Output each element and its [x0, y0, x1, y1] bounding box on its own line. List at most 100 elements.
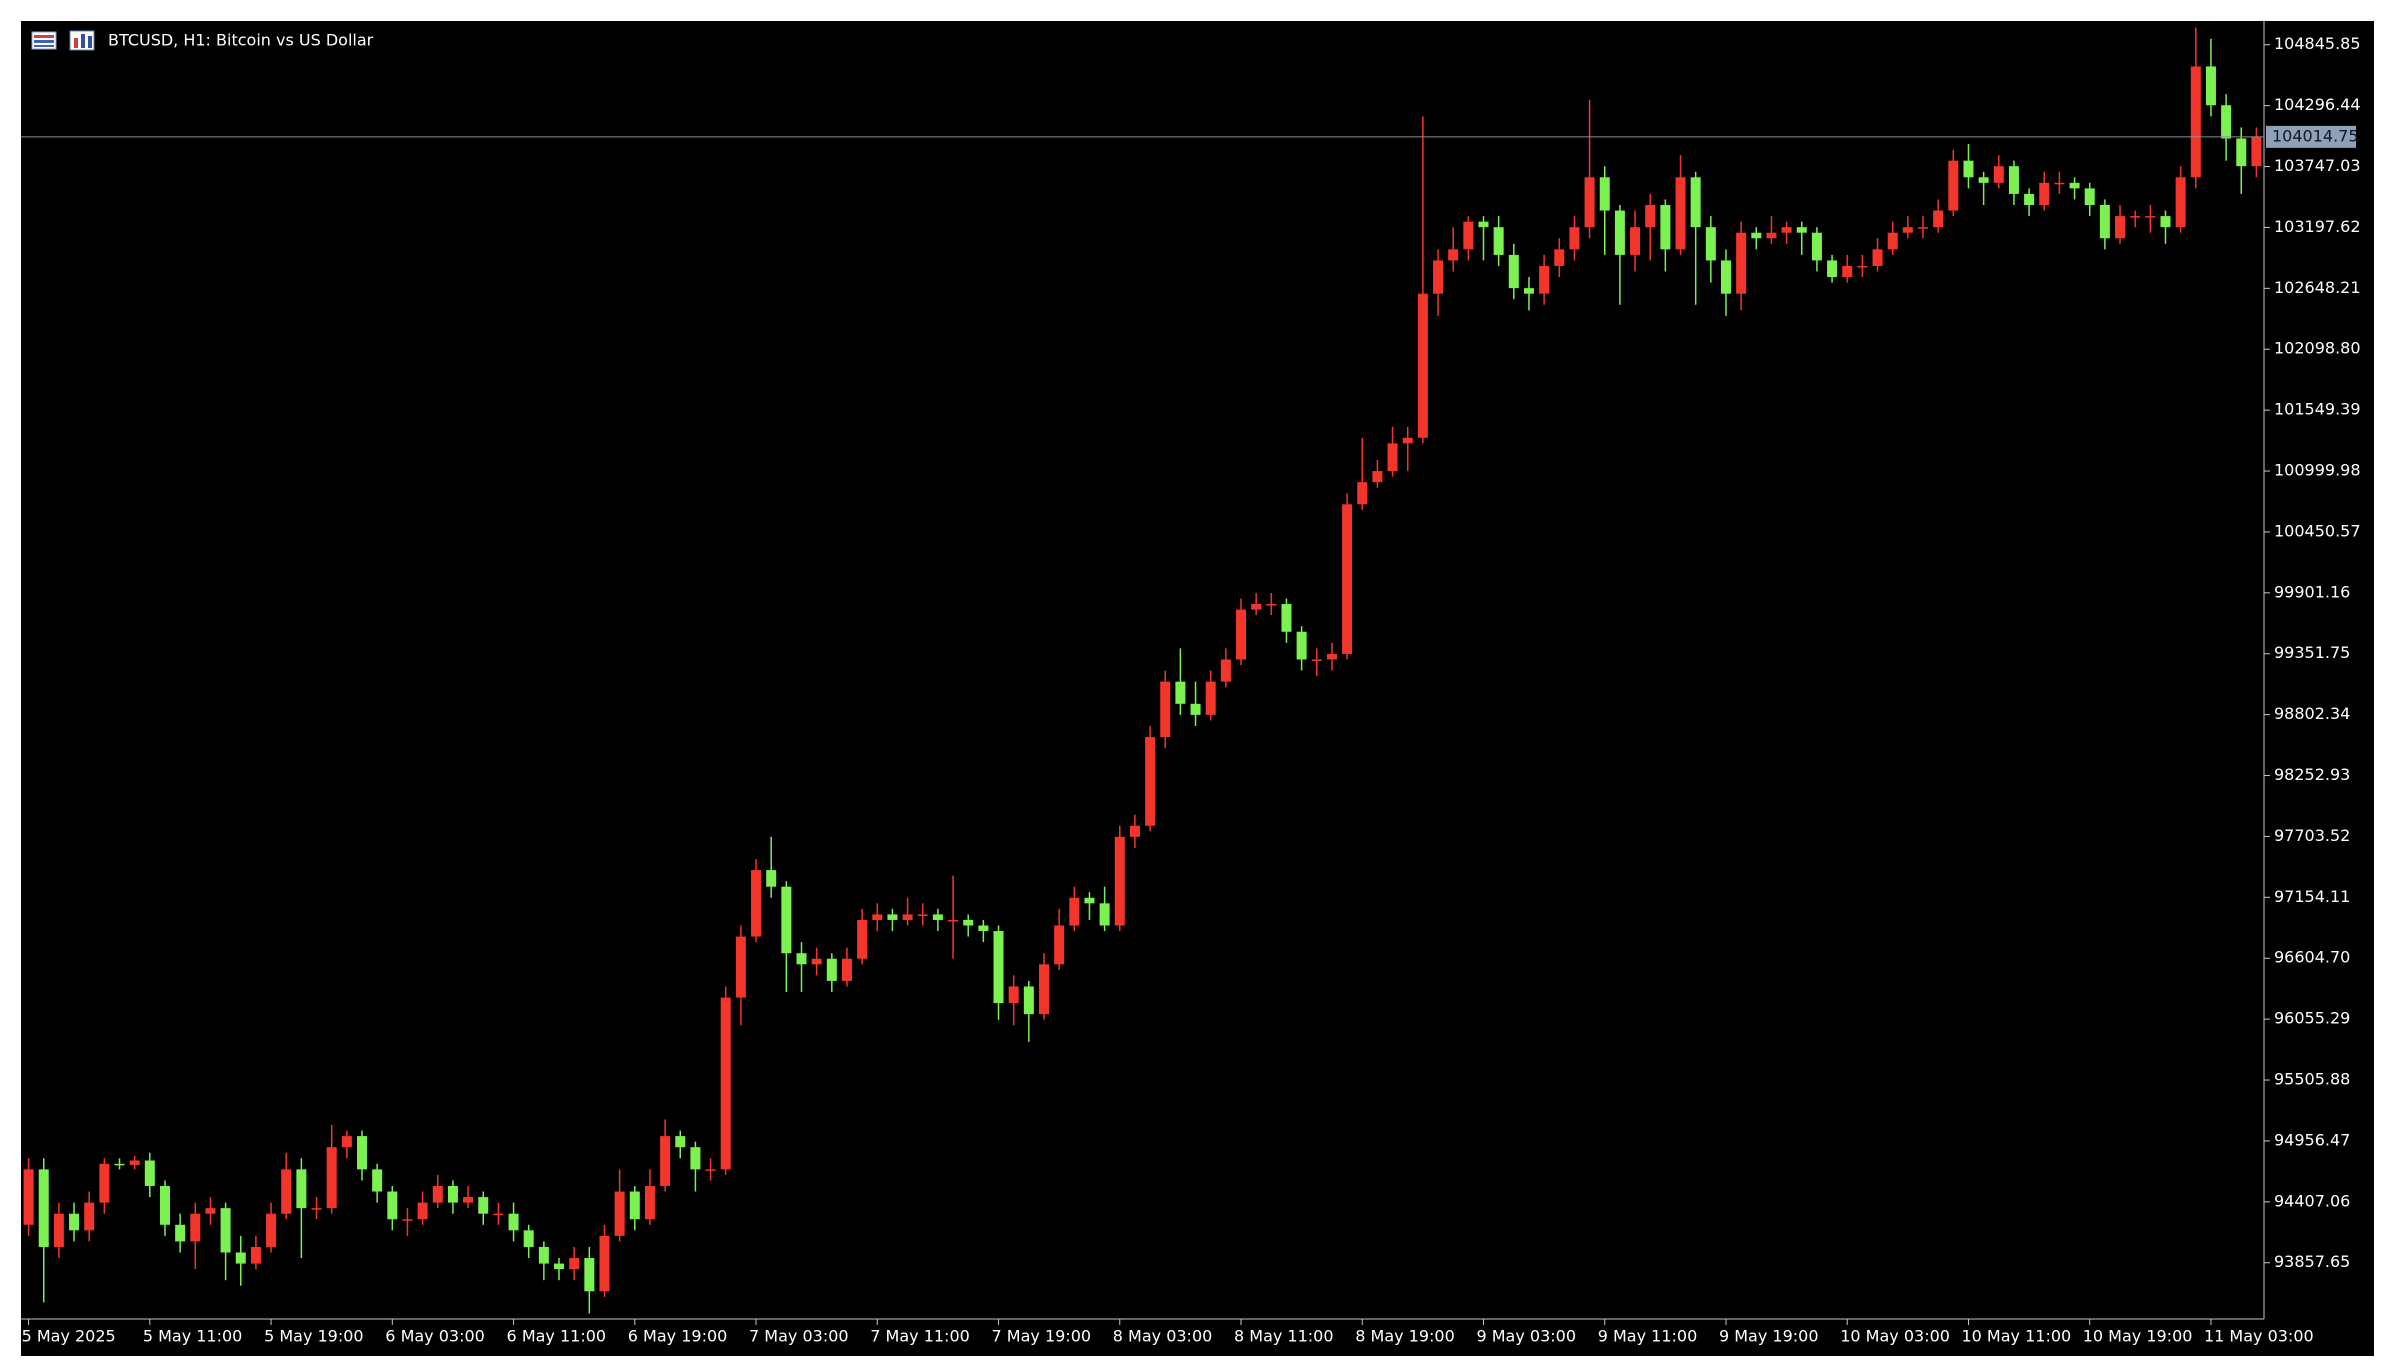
x-tick-label: 10 May 11:00 [1961, 1327, 2071, 1346]
candle-body [402, 1219, 413, 1221]
candle-body [1038, 964, 1049, 1015]
y-tick-label: 104296.44 [2274, 95, 2361, 114]
candle-body [993, 931, 1004, 1004]
candle-body [781, 886, 792, 954]
candle-body [1948, 160, 1959, 211]
candle-body [1463, 221, 1474, 250]
candle-body [38, 1169, 49, 1247]
y-tick-label: 103747.03 [2274, 156, 2361, 175]
symbol-icon[interactable] [69, 30, 95, 51]
x-tick-label: 8 May 19:00 [1355, 1327, 1455, 1346]
candle-body [1660, 205, 1671, 250]
candle-body [1887, 232, 1898, 250]
y-tick-label: 96604.70 [2274, 948, 2350, 967]
y-tick-label: 94407.06 [2274, 1191, 2350, 1210]
candle-body [2069, 182, 2080, 189]
candle-body [675, 1136, 686, 1148]
candle-body [1902, 227, 1913, 233]
candle-body [190, 1213, 201, 1242]
candle-body [1236, 609, 1247, 660]
candle-body [1402, 437, 1413, 444]
candle-body [2024, 193, 2035, 206]
y-tick-label: 96055.29 [2274, 1009, 2350, 1028]
candle-body [2175, 177, 2186, 228]
candle-body [478, 1197, 489, 1214]
candle-body [1296, 631, 1307, 660]
candle-body [84, 1202, 95, 1231]
candle-body [2039, 182, 2050, 206]
candle-body [250, 1246, 261, 1264]
x-tick-label: 6 May 03:00 [385, 1327, 485, 1346]
candle-body [1918, 227, 1929, 229]
candle-body [826, 958, 837, 981]
candle-body [1720, 260, 1731, 294]
candle-body [1539, 265, 1550, 294]
candle-body [917, 914, 928, 916]
y-tick-label: 98802.34 [2274, 704, 2350, 723]
candle-body [1281, 604, 1292, 632]
candle-body [523, 1230, 534, 1247]
candle-body [1251, 604, 1262, 610]
candle-body [1357, 482, 1368, 505]
candle-body [1842, 265, 1853, 278]
y-tick-label: 100999.98 [2274, 461, 2361, 480]
candle-body [1736, 232, 1747, 294]
candle-body [599, 1235, 610, 1292]
candle-body [1478, 221, 1489, 228]
candle-body [175, 1224, 186, 1242]
y-tick-label: 97154.11 [2274, 887, 2350, 906]
candle-body [144, 1160, 155, 1186]
candle-body [644, 1185, 655, 1220]
candle-body [1114, 836, 1125, 926]
candle-body [2160, 216, 2171, 228]
x-tick-label: 7 May 11:00 [870, 1327, 970, 1346]
candle-body [1433, 260, 1444, 294]
x-tick-label: 7 May 19:00 [992, 1327, 1092, 1346]
candle-body [1872, 249, 1883, 266]
candle-body [1569, 227, 1580, 250]
candle-body [326, 1147, 337, 1209]
icon-bar [81, 34, 85, 48]
candle-body [1857, 265, 1868, 268]
menu-icon[interactable] [31, 31, 57, 50]
icon-bar [34, 40, 54, 43]
candle-body [387, 1191, 398, 1220]
candle-body [872, 914, 883, 920]
candle-body [1008, 986, 1019, 1004]
candle-body [1963, 160, 1974, 178]
x-tick-label: 10 May 19:00 [2083, 1327, 2193, 1346]
candle-body [1311, 659, 1322, 661]
y-tick-label: 102648.21 [2274, 278, 2361, 297]
candle-body [23, 1169, 34, 1225]
candle-body [554, 1263, 565, 1270]
chart-background [21, 21, 2374, 1356]
candle-body [948, 919, 959, 922]
icon-bar [88, 36, 92, 48]
candle-body [1811, 232, 1822, 261]
candle-body [1342, 504, 1353, 654]
candle-body [857, 919, 868, 959]
y-tick-label: 104845.85 [2274, 34, 2361, 53]
candle-body [1978, 177, 1989, 183]
x-tick-label: 9 May 03:00 [1476, 1327, 1576, 1346]
candle-body [1160, 681, 1171, 738]
y-tick-label: 93857.65 [2274, 1252, 2350, 1271]
candle-body [2130, 216, 2141, 218]
candle-body [1675, 177, 1686, 250]
candle-body [159, 1185, 170, 1225]
candle-body [1705, 227, 1716, 261]
candle-body [1023, 986, 1034, 1015]
x-tick-label: 8 May 11:00 [1234, 1327, 1334, 1346]
x-tick-label: 6 May 11:00 [507, 1327, 607, 1346]
candle-body [220, 1208, 231, 1253]
x-tick-label: 7 May 03:00 [749, 1327, 849, 1346]
candle-body [2236, 138, 2247, 167]
candle-body [1266, 604, 1277, 606]
icon-bar [74, 38, 78, 48]
x-tick-label: 5 May 19:00 [264, 1327, 364, 1346]
candle-body [2251, 136, 2262, 167]
candle-body [811, 958, 822, 965]
candle-body [235, 1252, 246, 1264]
current-price-label: 104014.75 [2272, 126, 2359, 145]
